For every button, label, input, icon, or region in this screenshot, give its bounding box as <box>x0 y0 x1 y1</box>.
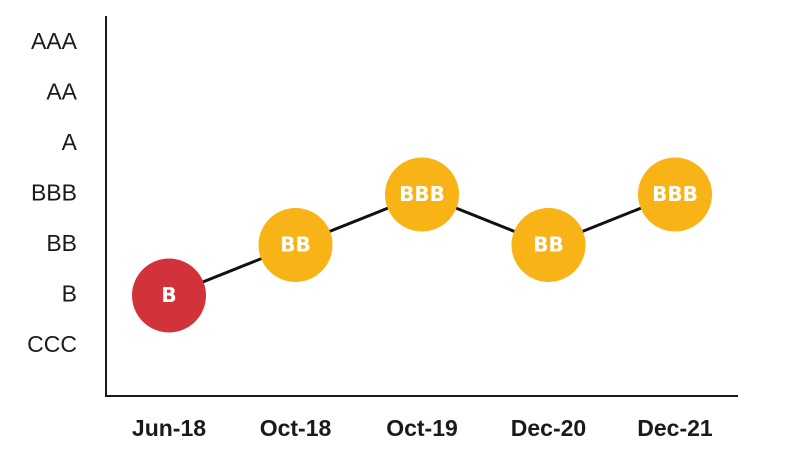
data-point-marker <box>638 157 712 232</box>
y-tick-label-b: B <box>62 281 77 307</box>
data-point-label: BB <box>280 233 311 257</box>
x-tick-label-dec-21: Dec-21 <box>637 415 713 441</box>
y-tick-label-aa: AA <box>46 79 77 105</box>
data-point: BB <box>511 208 586 282</box>
data-point-label: B <box>161 283 176 307</box>
x-tick-label-oct-18: Oct-18 <box>260 415 332 441</box>
x-tick-labels: Jun-18 Oct-18 Oct-19 Dec-20 Dec-21 <box>132 415 713 441</box>
x-tick-label-dec-20: Dec-20 <box>511 415 586 441</box>
data-point-label: BBB <box>399 182 445 206</box>
data-point: BBB <box>638 157 712 232</box>
y-tick-label-bbb: BBB <box>31 180 77 206</box>
data-point-marker <box>132 258 206 333</box>
x-tick-label-oct-19: Oct-19 <box>386 415 458 441</box>
x-tick-label-jun-18: Jun-18 <box>132 415 206 441</box>
y-tick-label-bb: BB <box>46 230 77 256</box>
data-point-marker <box>258 208 333 282</box>
axes <box>105 16 738 397</box>
data-point: B <box>132 258 206 333</box>
data-point: BBB <box>385 157 459 232</box>
y-tick-label-a: A <box>62 129 78 155</box>
data-point-label: BB <box>533 233 564 257</box>
data-point-marker <box>385 157 459 232</box>
y-tick-label-aaa: AAA <box>31 28 78 54</box>
data-point-label: BBB <box>652 182 698 206</box>
data-point: BB <box>258 208 333 282</box>
data-point-marker <box>511 208 586 282</box>
y-tick-label-ccc: CCC <box>27 331 77 357</box>
